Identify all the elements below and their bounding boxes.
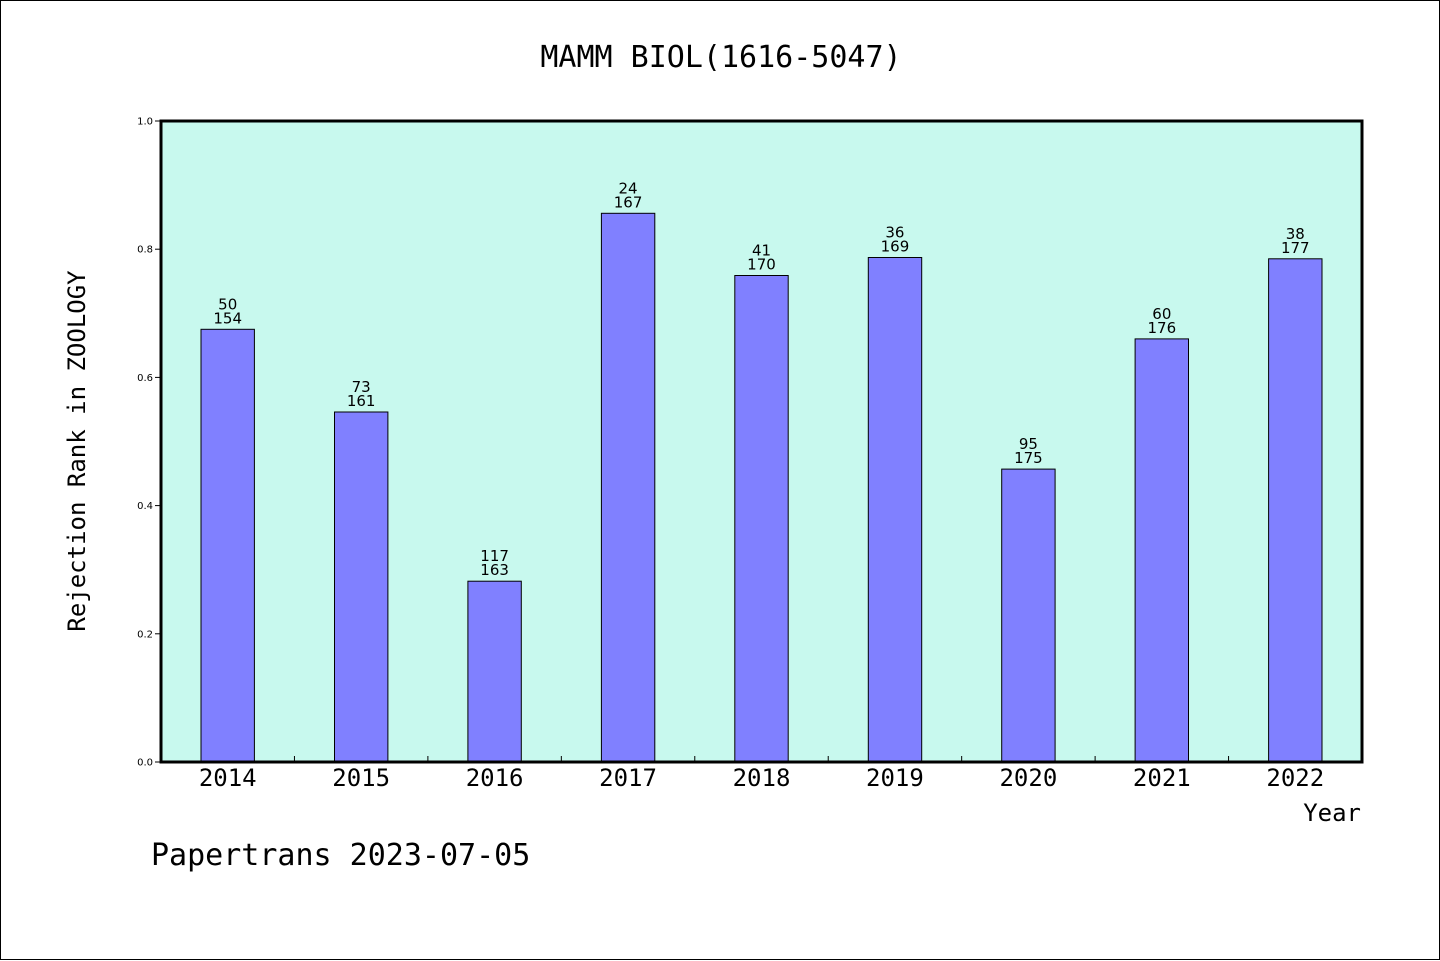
bar-total-label-2017: 167 (614, 193, 643, 211)
plot-border (159, 119, 1364, 764)
bar-total-label-2019: 169 (881, 238, 910, 256)
bars-group: 5015473161117163241674117036169951756017… (200, 179, 1323, 763)
y-tick-label: 0.2 (137, 629, 153, 640)
x-tick-label-2016: 2016 (466, 764, 524, 792)
y-axis: 0.0 0.2 0.4 0.6 0.8 1.0 (137, 117, 161, 769)
bar-rank-label-2020: 95 (1019, 435, 1038, 453)
bar-rank-label-2014: 50 (218, 295, 237, 313)
bar-2022 (1268, 258, 1323, 763)
bar-2018 (734, 275, 789, 763)
x-tick-label-2015: 2015 (332, 764, 390, 792)
x-axis: 2014 2015 2016 2017 2018 2019 2020 2021 2022 (199, 756, 1324, 792)
x-axis-label: Year (1303, 799, 1361, 827)
chart-title: MAMM BIOL(1616-5047) (540, 40, 901, 75)
x-tick-label-2022: 2022 (1266, 764, 1324, 792)
y-tick-label: 0.6 (137, 373, 153, 384)
bar-total-label-2016: 163 (480, 561, 509, 579)
bar-2021 (1134, 338, 1189, 763)
bar-rank-label-2016: 117 (480, 547, 509, 565)
bar-total-label-2022: 177 (1281, 239, 1310, 257)
bar-rank-label-2021: 60 (1152, 305, 1171, 323)
y-tick-label: 0.4 (137, 501, 153, 512)
bar-total-label-2021: 176 (1148, 319, 1177, 337)
bar-rank-label-2019: 36 (885, 224, 904, 242)
x-tick-label-2018: 2018 (733, 764, 791, 792)
bar-2019 (867, 257, 923, 763)
bar-rank-label-2017: 24 (619, 179, 638, 197)
bar-rank-label-2022: 38 (1286, 225, 1305, 243)
bar-rank-label-2018: 41 (752, 242, 771, 260)
bar-2017 (600, 212, 656, 763)
y-tick-label: 0.0 (137, 758, 153, 769)
bar-2020 (1001, 468, 1056, 763)
y-axis-label: Rejection Rank in ZOOLOGY (63, 270, 91, 632)
bar-2015 (334, 411, 389, 763)
x-tick-label-2019: 2019 (866, 764, 924, 792)
bar-total-label-2018: 170 (747, 256, 776, 274)
x-tick-label-2017: 2017 (599, 764, 657, 792)
bar-rank-label-2015: 73 (352, 378, 371, 396)
y-tick-label: 1.0 (137, 117, 153, 128)
footer-text: Papertrans 2023-07-05 (151, 838, 530, 873)
bar-2016 (467, 580, 522, 763)
x-tick-label-2014: 2014 (199, 764, 257, 792)
bar-total-label-2020: 175 (1014, 449, 1043, 467)
bar-total-label-2014: 154 (213, 309, 242, 327)
bar-total-label-2015: 161 (347, 392, 376, 410)
x-tick-label-2020: 2020 (999, 764, 1057, 792)
x-tick-label-2021: 2021 (1133, 764, 1191, 792)
bar-2014 (200, 328, 255, 763)
y-tick-label: 0.8 (137, 245, 153, 256)
